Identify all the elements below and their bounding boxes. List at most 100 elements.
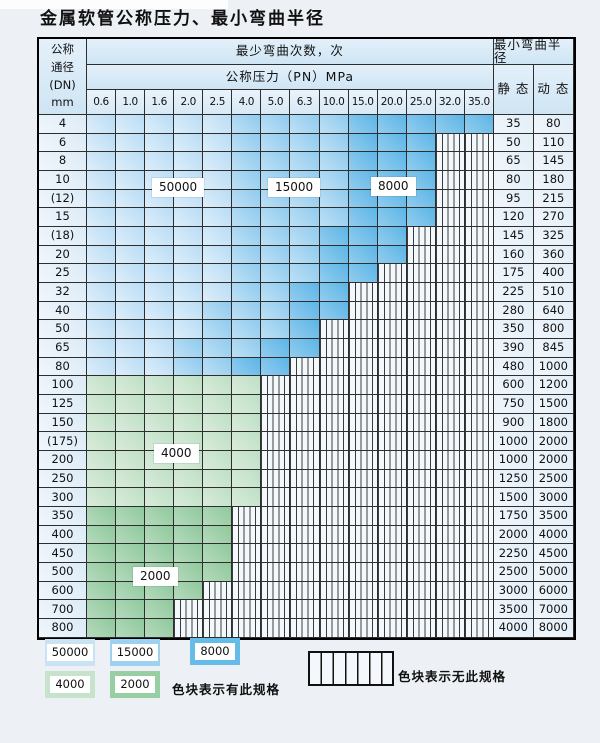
unavailable-cell bbox=[435, 320, 465, 340]
unavailable-cell bbox=[290, 432, 320, 452]
unavailable-cell bbox=[348, 469, 378, 489]
static-cell: 4000 bbox=[493, 619, 534, 638]
availability-cell bbox=[174, 395, 204, 414]
unavailable-cell bbox=[435, 451, 465, 470]
unavailable-cell bbox=[319, 525, 349, 545]
unavailable-cell bbox=[464, 208, 494, 228]
availability-cell bbox=[203, 395, 233, 414]
availability-cell bbox=[116, 301, 146, 321]
unavailable-cell bbox=[348, 488, 378, 508]
availability-cell bbox=[406, 133, 436, 153]
availability-cell bbox=[203, 357, 233, 377]
unavailable-cell bbox=[319, 357, 349, 377]
dn-header-line: 公称 bbox=[51, 41, 74, 56]
unavailable-cell bbox=[290, 544, 320, 564]
static-cell: 280 bbox=[493, 301, 534, 321]
unavailable-cell bbox=[406, 488, 436, 508]
availability-cell bbox=[174, 264, 204, 284]
dynamic-cell: 845 bbox=[533, 339, 574, 358]
availability-cell bbox=[377, 227, 407, 246]
dynamic-cell: 180 bbox=[533, 171, 574, 190]
availability-cell bbox=[87, 451, 117, 470]
static-cell: 1750 bbox=[493, 507, 534, 526]
dn-cell: 8 bbox=[39, 152, 87, 172]
legend-available-note: 色块表示有此规格 bbox=[172, 682, 281, 697]
scan-artifact-strip bbox=[0, 0, 228, 9]
unavailable-cell bbox=[319, 507, 349, 526]
availability-cell bbox=[290, 227, 320, 246]
availability-cell bbox=[116, 320, 146, 340]
availability-cell bbox=[261, 245, 291, 265]
availability-cell bbox=[87, 432, 117, 452]
pressure-tick: 10.0 bbox=[319, 90, 349, 115]
availability-cell bbox=[464, 115, 494, 134]
unavailable-cell bbox=[435, 395, 465, 414]
legend-swatch-label: 15000 bbox=[111, 644, 159, 661]
availability-cell bbox=[290, 115, 320, 134]
dynamic-cell: 800 bbox=[533, 320, 574, 340]
unavailable-cell bbox=[406, 301, 436, 321]
dn-cell: 4 bbox=[39, 115, 87, 134]
unavailable-cell bbox=[232, 525, 262, 545]
static-cell: 35 bbox=[493, 115, 534, 134]
dynamic-cell: 1800 bbox=[533, 413, 574, 433]
availability-cell bbox=[145, 115, 175, 134]
availability-cell bbox=[174, 133, 204, 153]
unavailable-cell bbox=[435, 264, 465, 284]
spec-table: 公称 通径 (DN) mm 最少弯曲次数，次 最小弯曲半径 公称压力（PN）MPa 静 态动 … bbox=[37, 37, 576, 640]
availability-cell bbox=[145, 600, 175, 620]
availability-cell bbox=[145, 395, 175, 414]
static-cell: 65 bbox=[493, 152, 534, 172]
unavailable-cell bbox=[377, 413, 407, 433]
availability-cell bbox=[87, 320, 117, 340]
unavailable-cell bbox=[290, 376, 320, 396]
availability-cell bbox=[116, 451, 146, 470]
unavailable-cell bbox=[377, 544, 407, 564]
min-radius-header: 最小弯曲半径 bbox=[493, 39, 574, 65]
availability-cell bbox=[116, 432, 146, 452]
unavailable-cell bbox=[319, 451, 349, 470]
unavailable-cell bbox=[203, 581, 233, 601]
availability-cell bbox=[290, 264, 320, 284]
dynamic-cell: 1200 bbox=[533, 376, 574, 396]
unavailable-cell bbox=[261, 525, 291, 545]
availability-cell bbox=[319, 152, 349, 172]
unavailable-cell bbox=[435, 357, 465, 377]
bend-cycles-header: 最少弯曲次数，次 bbox=[87, 39, 494, 65]
availability-cell bbox=[116, 544, 146, 564]
availability-cell bbox=[116, 507, 146, 526]
unavailable-cell bbox=[290, 395, 320, 414]
unavailable-cell bbox=[377, 301, 407, 321]
unavailable-cell bbox=[464, 432, 494, 452]
unavailable-cell bbox=[290, 563, 320, 582]
unavailable-cell bbox=[464, 525, 494, 545]
unavailable-cell bbox=[348, 544, 378, 564]
availability-cell bbox=[203, 133, 233, 153]
availability-cell bbox=[116, 469, 146, 489]
unavailable-cell bbox=[348, 320, 378, 340]
dynamic-cell: 5000 bbox=[533, 563, 574, 582]
availability-cell bbox=[145, 376, 175, 396]
pressure-tick: 20.0 bbox=[377, 90, 407, 115]
unavailable-cell bbox=[261, 413, 291, 433]
availability-cell bbox=[290, 208, 320, 228]
unavailable-cell bbox=[348, 525, 378, 545]
unavailable-cell bbox=[406, 451, 436, 470]
unavailable-cell bbox=[435, 488, 465, 508]
pressure-tick: 6.3 bbox=[290, 90, 320, 115]
unavailable-cell bbox=[377, 339, 407, 358]
availability-cell bbox=[116, 245, 146, 265]
availability-cell bbox=[232, 189, 262, 209]
availability-cell bbox=[348, 264, 378, 284]
availability-cell bbox=[174, 115, 204, 134]
unavailable-cell bbox=[290, 507, 320, 526]
dn-cell: 40 bbox=[39, 301, 87, 321]
availability-cell bbox=[203, 376, 233, 396]
availability-cell bbox=[87, 208, 117, 228]
dynamic-cell: 360 bbox=[533, 245, 574, 265]
availability-cell bbox=[116, 357, 146, 377]
unavailable-cell bbox=[261, 432, 291, 452]
availability-cell bbox=[87, 395, 117, 414]
unavailable-cell bbox=[406, 227, 436, 246]
availability-cell bbox=[319, 227, 349, 246]
